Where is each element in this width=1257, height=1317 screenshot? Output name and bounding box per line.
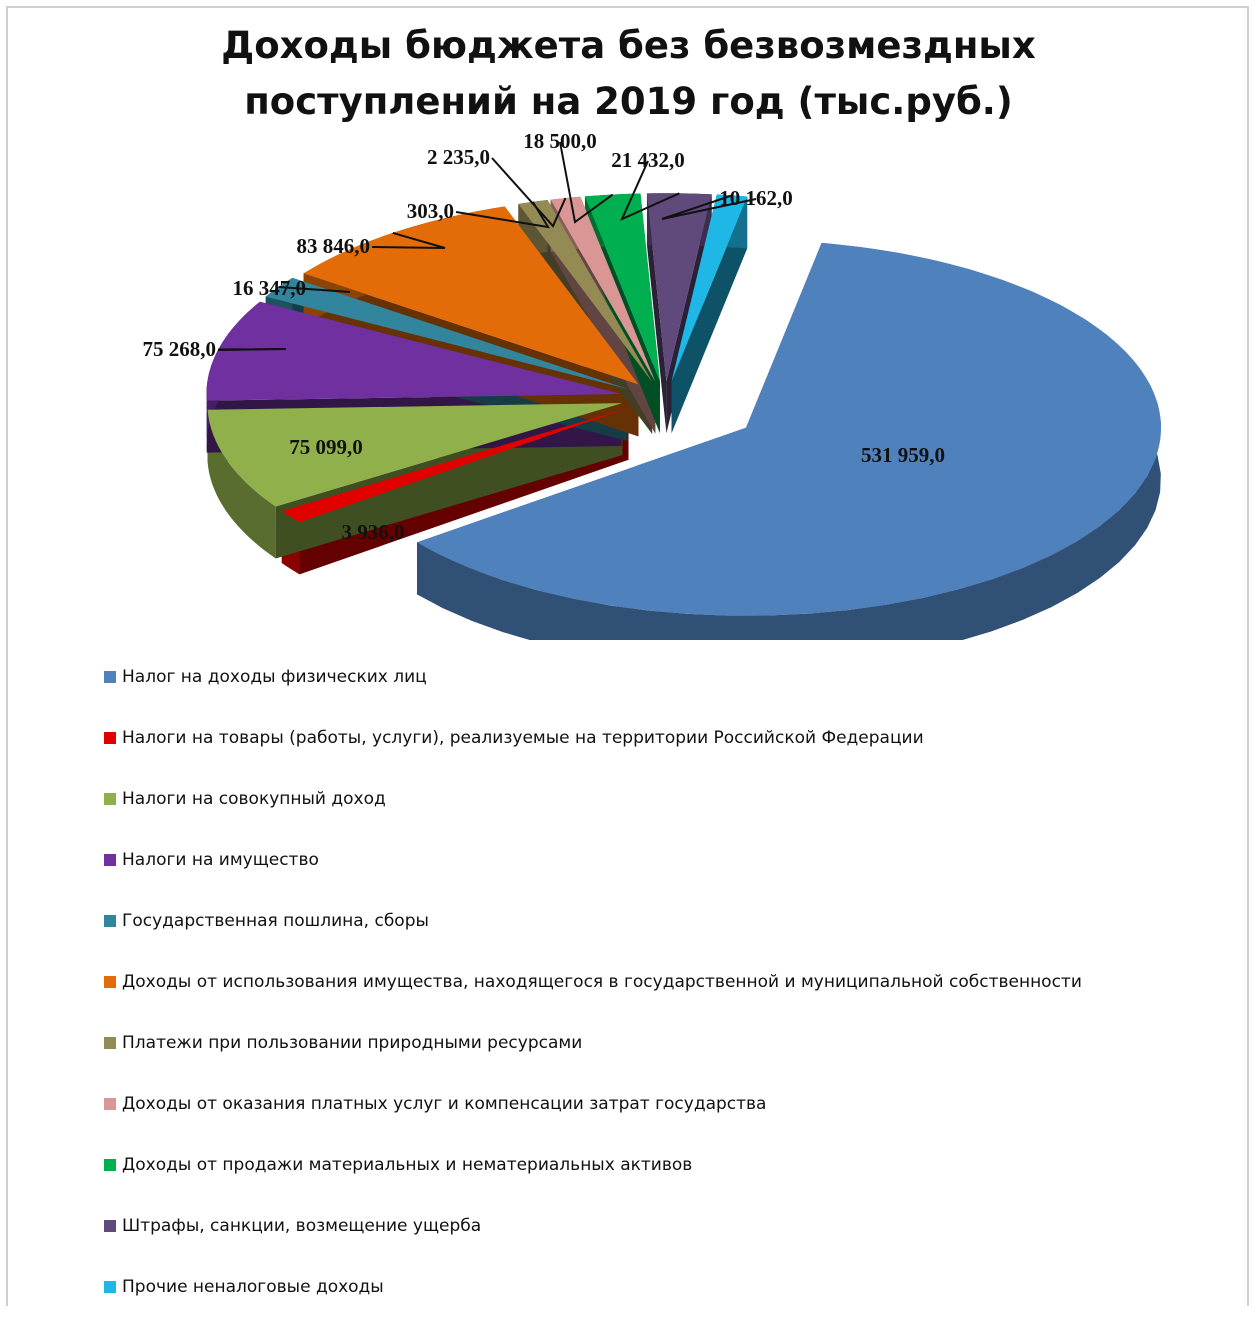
data-label-1: 3 936,0 xyxy=(342,520,405,544)
pie-chart: 531 959,0 3 936,0 75 099,0 75 268,0 16 347,0… xyxy=(143,129,1162,640)
data-label-0: 531 959,0 xyxy=(861,443,945,467)
legend-swatch-4 xyxy=(104,914,116,927)
data-label-5: 83 846,0 xyxy=(297,234,371,258)
pie-slice-3 xyxy=(206,301,622,401)
pie-slice-10 xyxy=(671,194,748,382)
data-label-7: 2 235,0 xyxy=(427,145,490,169)
leader-line-5 xyxy=(371,231,446,249)
pie-slice-5 xyxy=(303,206,639,385)
leader-line-8 xyxy=(559,141,614,224)
pie-slice-2 xyxy=(207,403,623,507)
legend-swatch-9 xyxy=(104,1219,116,1232)
legend-swatch-6 xyxy=(104,1036,116,1049)
legend-label-9: Штрафы, санкции, возмещение ущерба xyxy=(122,1215,482,1236)
pie-slice-1 xyxy=(281,407,629,523)
data-label-8: 18 500,0 xyxy=(523,129,597,153)
legend-label-8: Доходы от продажи материальных и нематер… xyxy=(122,1154,693,1175)
legend-swatch-10 xyxy=(104,1280,116,1293)
legend-item-4: Государственная пошлина, сборы xyxy=(104,890,1234,951)
legend-swatch-8 xyxy=(104,1158,116,1171)
chart-title-line-1: Доходы бюджета без безвозмездных xyxy=(221,24,1036,67)
legend-item-0: Налог на доходы физических лиц xyxy=(104,646,1234,707)
data-label-10: 10 162,0 xyxy=(719,186,793,210)
pie-slice-6 xyxy=(518,199,653,382)
data-label-2: 75 099,0 xyxy=(289,435,363,459)
leader-line-9 xyxy=(620,160,680,221)
legend-label-5: Доходы от использования имущества, наход… xyxy=(122,971,1082,992)
legend-item-6: Платежи при пользовании природными ресур… xyxy=(104,1012,1234,1073)
pie-slice-4 xyxy=(265,277,628,389)
legend-item-2: Налоги на совокупный доход xyxy=(104,768,1234,829)
chart-legend: Налог на доходы физических лиц Налоги на … xyxy=(104,646,1234,1317)
data-label-6: 303,0 xyxy=(407,199,454,223)
legend-label-3: Налоги на имущество xyxy=(122,849,319,870)
legend-label-7: Доходы от оказания платных услуг и компе… xyxy=(122,1093,767,1114)
legend-swatch-7 xyxy=(104,1097,116,1110)
pie-slice-9 xyxy=(646,193,712,382)
pie-slice-7 xyxy=(550,196,656,382)
chart-title-line-2: поступлений на 2019 год (тыс.руб.) xyxy=(244,80,1013,123)
legend-label-2: Налоги на совокупный доход xyxy=(122,788,386,809)
legend-item-3: Налоги на имущество xyxy=(104,829,1234,890)
pie-slice-0 xyxy=(416,242,1162,616)
data-label-9: 21 432,0 xyxy=(611,148,685,172)
legend-label-6: Платежи при пользовании природными ресур… xyxy=(122,1032,583,1053)
leader-line-3 xyxy=(217,348,287,351)
leader-line-7 xyxy=(491,157,567,228)
legend-label-0: Налог на доходы физических лиц xyxy=(122,666,427,687)
legend-item-9: Штрафы, санкции, возмещение ущерба xyxy=(104,1195,1234,1256)
legend-item-10: Прочие неналоговые доходы xyxy=(104,1256,1234,1317)
data-label-3: 75 268,0 xyxy=(143,337,217,361)
chart-title: Доходы бюджета без безвозмездных поступл… xyxy=(0,18,1257,130)
legend-swatch-1 xyxy=(104,731,116,744)
legend-label-1: Налоги на товары (работы, услуги), реали… xyxy=(122,727,924,748)
legend-swatch-5 xyxy=(104,975,116,988)
legend-swatch-0 xyxy=(104,670,116,683)
legend-swatch-2 xyxy=(104,792,116,805)
legend-item-8: Доходы от продажи материальных и нематер… xyxy=(104,1134,1234,1195)
legend-label-10: Прочие неналоговые доходы xyxy=(122,1276,384,1297)
legend-item-1: Налоги на товары (работы, услуги), реали… xyxy=(104,707,1234,768)
legend-swatch-3 xyxy=(104,853,116,866)
legend-item-7: Доходы от оказания платных услуг и компе… xyxy=(104,1073,1234,1134)
leader-line-4 xyxy=(278,286,351,293)
pie-slice-8 xyxy=(584,193,660,382)
leader-line-10 xyxy=(661,194,757,220)
legend-label-4: Государственная пошлина, сборы xyxy=(122,910,429,931)
legend-item-5: Доходы от использования имущества, наход… xyxy=(104,951,1234,1012)
data-label-4: 16 347,0 xyxy=(233,276,307,300)
